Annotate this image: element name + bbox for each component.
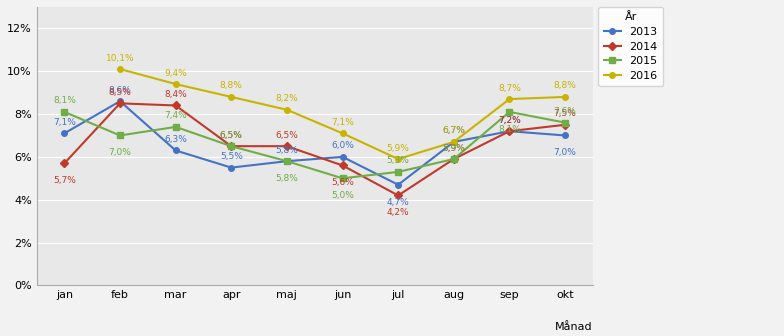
2015 [282,159,292,163]
Text: 8,5%: 8,5% [108,88,132,97]
2014 [171,103,180,108]
Text: 5,9%: 5,9% [387,143,409,153]
Text: 7,0%: 7,0% [108,148,132,157]
Text: 5,8%: 5,8% [275,146,299,155]
2015 [561,121,570,125]
Text: 6,7%: 6,7% [442,126,465,135]
2016 [227,95,236,99]
Text: 7,2%: 7,2% [498,116,521,125]
Text: 7,4%: 7,4% [165,112,187,121]
2013 [505,129,514,133]
2014 [227,144,236,148]
Text: 5,7%: 5,7% [53,176,76,185]
2016 [394,157,403,161]
Text: 6,5%: 6,5% [220,131,243,140]
2014 [394,194,403,198]
2014 [505,129,514,133]
Text: 6,0%: 6,0% [331,141,354,151]
2016 [505,97,514,101]
2013 [449,140,459,144]
Text: 7,1%: 7,1% [53,118,76,127]
Text: 7,6%: 7,6% [554,107,576,116]
2015 [60,110,69,114]
Legend: 2013, 2014, 2015, 2016: 2013, 2014, 2015, 2016 [598,7,663,86]
2013 [394,183,403,187]
2016 [171,82,180,86]
Text: 6,7%: 6,7% [442,126,465,135]
2016 [338,131,347,135]
2013 [171,149,180,153]
2013 [60,131,69,135]
Text: 8,1%: 8,1% [53,96,76,106]
Text: 6,3%: 6,3% [164,135,187,144]
Text: 5,3%: 5,3% [387,157,409,165]
Text: 5,0%: 5,0% [331,191,354,200]
Text: 4,7%: 4,7% [387,198,409,207]
2013 [338,155,347,159]
2014 [561,123,570,127]
2015 [394,170,403,174]
2014 [60,161,69,165]
Text: 5,9%: 5,9% [442,143,465,153]
2015 [227,144,236,148]
Text: 7,2%: 7,2% [498,116,521,125]
Text: 5,9%: 5,9% [442,143,465,153]
2016 [115,67,125,71]
Text: 7,5%: 7,5% [554,109,576,118]
Line: 2016: 2016 [118,66,568,162]
Text: 7,1%: 7,1% [331,118,354,127]
Text: 8,4%: 8,4% [165,90,187,99]
Text: 5,5%: 5,5% [220,152,243,161]
2013 [282,159,292,163]
2015 [338,176,347,180]
Text: 8,6%: 8,6% [108,86,132,95]
Text: 9,4%: 9,4% [165,69,187,78]
2016 [449,140,459,144]
Text: 8,8%: 8,8% [220,82,243,90]
Text: 4,2%: 4,2% [387,208,409,217]
Text: 6,5%: 6,5% [275,131,299,140]
Text: 8,8%: 8,8% [554,82,576,90]
Text: 8,2%: 8,2% [275,94,298,103]
2014 [115,101,125,106]
2016 [282,108,292,112]
Line: 2015: 2015 [62,109,568,181]
Line: 2014: 2014 [62,100,568,198]
2013 [561,133,570,137]
2014 [282,144,292,148]
Text: 8,7%: 8,7% [498,84,521,93]
2015 [505,110,514,114]
2014 [338,163,347,167]
2015 [449,157,459,161]
2013 [115,99,125,103]
Text: 5,8%: 5,8% [275,174,299,183]
2015 [171,125,180,129]
Text: 5,6%: 5,6% [331,178,354,187]
Text: Månad: Månad [555,322,593,332]
Line: 2013: 2013 [62,98,568,187]
Text: 10,1%: 10,1% [106,54,134,62]
Text: 6,5%: 6,5% [220,131,243,140]
Text: 7,0%: 7,0% [554,148,576,157]
Text: 8,1%: 8,1% [498,125,521,134]
2014 [449,157,459,161]
2013 [227,166,236,170]
2015 [115,133,125,137]
2016 [561,95,570,99]
